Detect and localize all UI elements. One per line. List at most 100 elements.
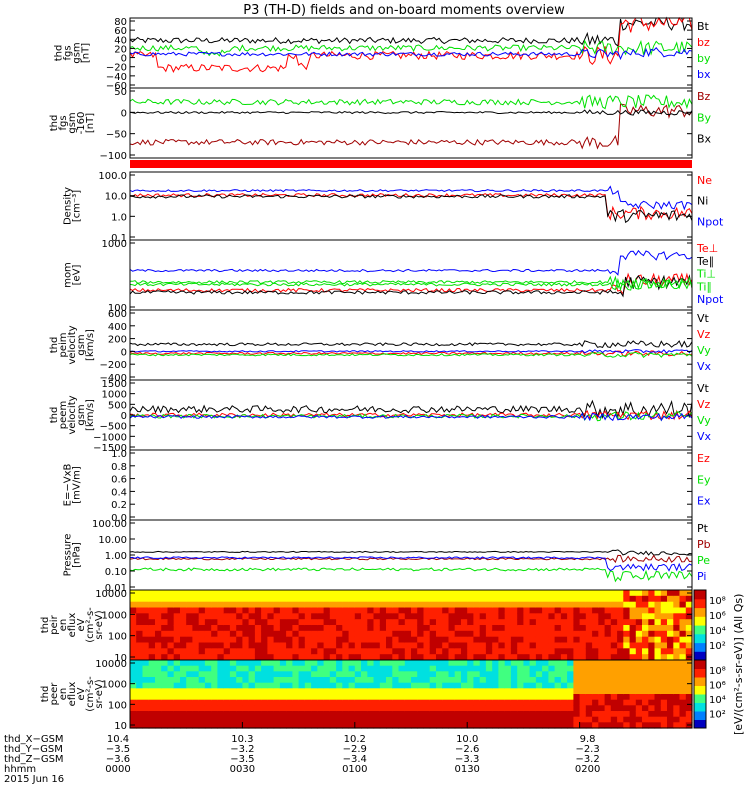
heatmap-cell [642, 654, 649, 661]
heatmap-cell [167, 625, 175, 632]
heatmap-cell [254, 636, 262, 644]
heatmap-cell [242, 630, 250, 638]
heatmap-cell [485, 654, 493, 661]
heatmap-cell [604, 642, 612, 649]
heatmap-cell [198, 595, 206, 603]
heatmap-cell [248, 682, 256, 689]
heatmap-cell [398, 694, 406, 701]
heatmap-cell [679, 613, 687, 620]
heatmap-cell [529, 671, 537, 678]
heatmap-cell [560, 590, 568, 597]
heatmap-cell [629, 677, 637, 684]
heatmap-cell [236, 660, 243, 667]
heatmap-cell [254, 642, 262, 649]
heatmap-cell [648, 716, 656, 723]
heatmap-cell [635, 699, 643, 706]
heatmap-cell [329, 625, 337, 632]
heatmap-cell [342, 613, 350, 620]
heatmap-cell [542, 688, 549, 695]
heatmap-cell [329, 590, 337, 597]
heatmap-cell [660, 705, 668, 712]
legend-label: Bx [697, 133, 712, 146]
heatmap-cell [417, 705, 424, 712]
heatmap-cell [242, 699, 250, 706]
heatmap-cell [423, 688, 431, 695]
heatmap-cell [223, 716, 231, 723]
heatmap-cell [329, 705, 337, 712]
heatmap-cell [673, 613, 681, 620]
heatmap-cell [604, 625, 612, 632]
heatmap-cell [398, 688, 406, 695]
legend-label: Vx [697, 360, 712, 373]
heatmap-cell [617, 607, 624, 614]
heatmap-cell [292, 671, 300, 678]
heatmap-cell [329, 613, 337, 620]
heatmap-cell [673, 648, 681, 655]
heatmap-cell [467, 648, 474, 655]
heatmap-cell [304, 671, 312, 678]
heatmap-cell [304, 711, 312, 718]
heatmap-cell [523, 711, 531, 718]
heatmap-cell [442, 654, 449, 661]
heatmap-cell [510, 722, 518, 729]
heatmap-cell [248, 722, 256, 729]
heatmap-cell [130, 671, 137, 678]
heatmap-cell [548, 716, 556, 723]
heatmap-cell [535, 716, 543, 723]
heatmap-cell [248, 711, 256, 718]
heatmap-cell [342, 625, 350, 632]
heatmap-cell [448, 671, 456, 678]
heatmap-cell [535, 595, 543, 603]
colorbar-tick-label: 10⁸ [709, 596, 726, 607]
heatmap-cell [411, 711, 418, 718]
heatmap-cell [529, 682, 537, 689]
heatmap-cell [429, 648, 437, 655]
heatmap-cell [273, 705, 281, 712]
heatmap-cell [323, 711, 331, 718]
heatmap-cell [467, 630, 474, 638]
heatmap-cell [267, 716, 275, 723]
heatmap-cell [585, 722, 593, 729]
heatmap-cell [629, 619, 637, 626]
heatmap-cell [567, 619, 574, 626]
heatmap-cell [267, 677, 275, 684]
heatmap-cell [379, 705, 387, 712]
heatmap-cell [323, 682, 331, 689]
heatmap-cell [629, 654, 637, 661]
heatmap-cell [654, 671, 662, 678]
heatmap-cell [673, 671, 681, 678]
heatmap-cell [236, 607, 243, 614]
heatmap-cell [498, 682, 506, 689]
heatmap-cell [254, 630, 262, 638]
heatmap-cell [685, 625, 693, 632]
heatmap-cell [136, 688, 143, 695]
heatmap-cell [548, 630, 556, 638]
heatmap-cell [673, 677, 681, 684]
heatmap-cell [592, 648, 599, 655]
heatmap-cell [673, 699, 681, 706]
heatmap-cell [654, 716, 662, 723]
heatmap-cell [554, 722, 562, 729]
heatmap-cell [155, 722, 162, 729]
heatmap-cell [236, 688, 243, 695]
panel-frame [129, 519, 693, 591]
heatmap-cell [448, 590, 456, 597]
heatmap-cell [623, 671, 631, 678]
heatmap-cell [323, 642, 331, 649]
heatmap-cell [623, 660, 631, 667]
heatmap-cell [142, 699, 150, 706]
heatmap-cell [411, 688, 418, 695]
heatmap-cell [198, 619, 206, 626]
heatmap-cell [610, 619, 618, 626]
heatmap-cell [604, 699, 612, 706]
heatmap-cell [654, 654, 662, 661]
heatmap-cell [467, 711, 474, 718]
heatmap-cell [429, 660, 437, 667]
heatmap-cell [404, 636, 412, 644]
legend-label: Te∥ [696, 255, 714, 268]
heatmap-cell [155, 711, 162, 718]
heatmap-cell [167, 705, 175, 712]
heatmap-cell [354, 595, 362, 603]
heatmap-cell [479, 654, 487, 661]
